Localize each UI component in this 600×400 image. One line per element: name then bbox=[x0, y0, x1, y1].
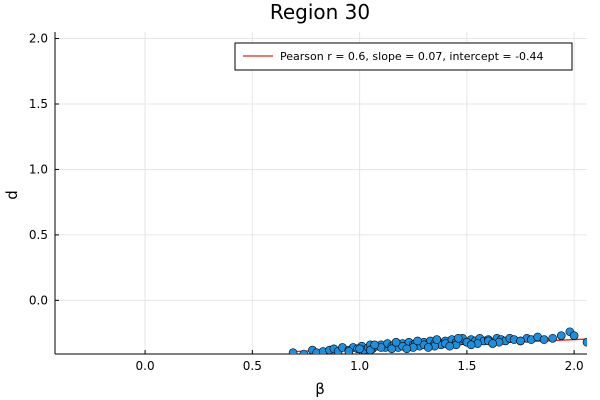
legend-label: Pearson r = 0.6, slope = 0.07, intercept… bbox=[280, 50, 544, 63]
y-tick-label: 0.5 bbox=[29, 228, 48, 242]
y-tick-label: 0.0 bbox=[29, 293, 48, 307]
x-tick-label: 1.0 bbox=[350, 359, 369, 373]
y-tick-label: 1.5 bbox=[29, 97, 48, 111]
data-point bbox=[344, 347, 354, 354]
x-tick-label: 2.0 bbox=[565, 359, 584, 373]
data-point bbox=[288, 348, 298, 354]
data-point bbox=[370, 340, 379, 350]
legend: Pearson r = 0.6, slope = 0.07, intercept… bbox=[234, 42, 573, 71]
y-tick-label: 1.0 bbox=[29, 162, 48, 176]
y-axis-label: d bbox=[3, 190, 21, 200]
x-tick-label: 0.5 bbox=[243, 359, 262, 373]
y-tick-labels: 0.0 0.5 1.0 1.5 2.0 bbox=[29, 32, 48, 308]
legend-box bbox=[234, 42, 573, 71]
data-point bbox=[423, 343, 433, 352]
data-point bbox=[413, 336, 422, 346]
data-point bbox=[299, 349, 309, 354]
data-point bbox=[432, 335, 442, 344]
data-point bbox=[445, 341, 455, 351]
x-axis-label: β bbox=[315, 380, 325, 398]
data-point bbox=[466, 340, 476, 350]
x-tick-label: 1.5 bbox=[457, 359, 476, 373]
data-point bbox=[402, 344, 412, 354]
x-tick-label: 0.0 bbox=[136, 359, 155, 373]
data-point bbox=[556, 331, 566, 340]
data-point bbox=[548, 333, 557, 343]
axes bbox=[54, 32, 587, 355]
data-point bbox=[582, 337, 587, 347]
data-point bbox=[387, 344, 397, 354]
data-point bbox=[516, 336, 525, 346]
data-point bbox=[539, 335, 549, 344]
y-tick-label: 2.0 bbox=[29, 32, 48, 46]
data-point bbox=[355, 344, 364, 354]
data-point bbox=[453, 333, 463, 343]
data-point bbox=[569, 331, 579, 340]
x-tick-labels: 0.0 0.5 1.0 1.5 2.0 bbox=[136, 359, 584, 373]
data-point bbox=[488, 339, 497, 348]
data-points bbox=[288, 327, 587, 354]
chart-title: Region 30 bbox=[270, 0, 370, 24]
grid-lines bbox=[55, 32, 587, 354]
data-point bbox=[391, 337, 401, 347]
